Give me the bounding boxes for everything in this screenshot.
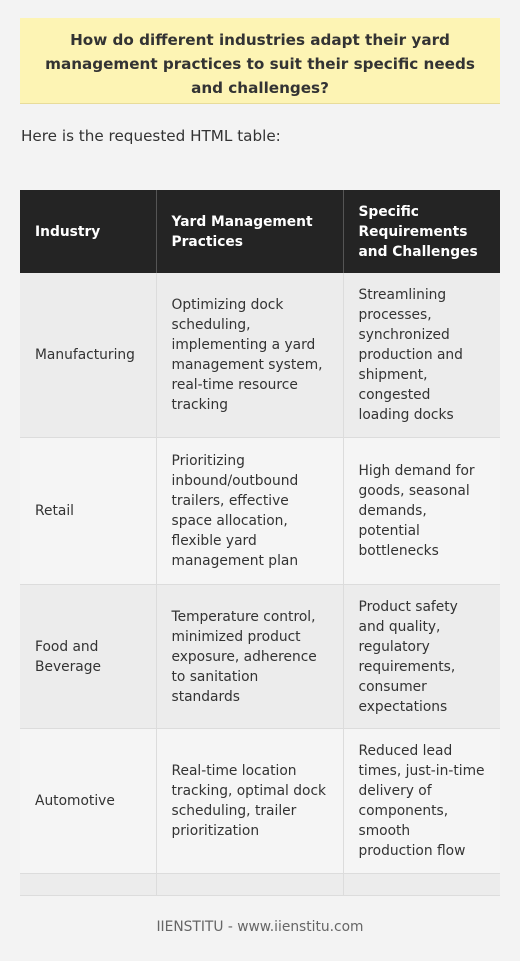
question-text: How do different industries adapt their … bbox=[45, 31, 475, 97]
industry-cell: Manufacturing bbox=[20, 273, 157, 438]
industry-table: Industry Yard Management Practices Speci… bbox=[20, 190, 500, 896]
empty-cell bbox=[156, 873, 344, 896]
challenges-cell: High demand for goods, seasonal demands,… bbox=[343, 437, 500, 585]
table-header-row: Industry Yard Management Practices Speci… bbox=[20, 190, 500, 273]
table-row: Food and Beverage Temperature control, m… bbox=[20, 584, 500, 729]
industry-cell: Automotive bbox=[20, 728, 157, 874]
header-practices: Yard Management Practices bbox=[156, 190, 344, 273]
industry-cell: Retail bbox=[20, 437, 157, 585]
intro-text: Here is the requested HTML table: bbox=[21, 127, 281, 145]
industry-cell: Food and Beverage bbox=[20, 584, 157, 729]
challenges-cell: Product safety and quality, regulatory r… bbox=[343, 584, 500, 729]
practices-cell: Real-time location tracking, optimal doc… bbox=[156, 728, 344, 874]
empty-cell bbox=[343, 873, 500, 896]
practices-cell: Prioritizing inbound/outbound trailers, … bbox=[156, 437, 344, 585]
empty-cell bbox=[20, 873, 157, 896]
practices-cell: Temperature control, minimized product e… bbox=[156, 584, 344, 729]
question-box: How do different industries adapt their … bbox=[20, 18, 500, 104]
table-row: Retail Prioritizing inbound/outbound tra… bbox=[20, 437, 500, 585]
header-challenges: Specific Requirements and Challenges bbox=[343, 190, 500, 273]
challenges-cell: Reduced lead times, just-in-time deliver… bbox=[343, 728, 500, 874]
challenges-cell: Streamlining processes, synchronized pro… bbox=[343, 273, 500, 438]
table-row: Manufacturing Optimizing dock scheduling… bbox=[20, 273, 500, 438]
table-row: Automotive Real-time location tracking, … bbox=[20, 728, 500, 874]
empty-table-row bbox=[20, 873, 500, 896]
header-industry: Industry bbox=[20, 190, 157, 273]
footer-credit: IIENSTITU - www.iienstitu.com bbox=[156, 919, 364, 935]
practices-cell: Optimizing dock scheduling, implementing… bbox=[156, 273, 344, 438]
